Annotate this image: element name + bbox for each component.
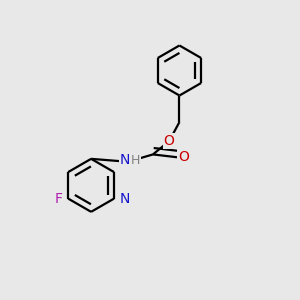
Text: N: N [120, 192, 130, 206]
Text: F: F [54, 192, 62, 206]
Text: H: H [130, 154, 140, 167]
Text: O: O [164, 134, 175, 148]
Text: O: O [178, 150, 189, 164]
Text: N: N [120, 153, 130, 167]
